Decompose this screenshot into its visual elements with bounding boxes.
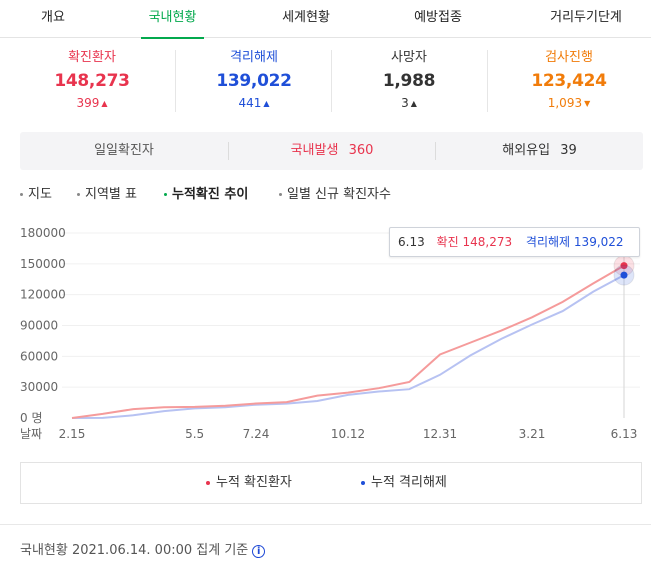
- marker-point-confirmed: [620, 262, 628, 270]
- stat-confirmed-delta: 399: [17, 94, 167, 112]
- subtab-cumulative-label: 누적확진 추이: [172, 187, 249, 202]
- x-tick-label: 6.13: [611, 427, 638, 441]
- subtab-map-label: 지도: [28, 187, 52, 202]
- y-tick-label: 150000: [20, 257, 66, 271]
- stat-confirmed-title: 확진환자: [68, 50, 116, 65]
- subtab-map[interactable]: 지도: [20, 184, 52, 206]
- divider: [331, 50, 332, 112]
- legend-confirmed[interactable]: 누적 확진환자: [206, 463, 292, 503]
- legend-released-label: 누적 격리해제: [371, 475, 447, 490]
- tooltip-released-label: 격리해제: [525, 235, 571, 249]
- stat-testing-delta: 1,093: [494, 94, 644, 112]
- series-line-confirmed: [71, 264, 625, 419]
- divider: [175, 50, 176, 112]
- bullet-icon: [279, 193, 282, 196]
- y-tick-label: 0 명: [20, 411, 43, 425]
- chart-tooltip: 6.13 확진 148,273 격리해제 139,022: [389, 227, 640, 257]
- hover-markers: [613, 255, 635, 286]
- subtab-daily-new[interactable]: 일별 신규 확진자수: [279, 184, 391, 206]
- x-axis-label: 날짜: [20, 427, 42, 441]
- daily-domestic-value: 360: [348, 143, 374, 158]
- x-tick-label: 10.12: [331, 427, 365, 441]
- tab-vaccination[interactable]: 예방접종: [414, 10, 462, 25]
- daily-label: 일일확진자: [94, 143, 154, 158]
- daily-overseas-label: 해외유입: [502, 143, 551, 158]
- stat-released-value: 139,022: [216, 71, 292, 91]
- stat-testing-title: 검사진행: [545, 50, 593, 65]
- y-tick-label: 120000: [20, 288, 66, 302]
- x-tick-label: 12.31: [423, 427, 457, 441]
- y-axis: 180000 150000 120000 90000 60000 30000 0 명: [20, 226, 66, 425]
- bullet-icon: [77, 193, 80, 196]
- chart-legend: 누적 확진환자 누적 격리해제: [20, 462, 642, 504]
- footer-text: 국내현황 2021.06.14. 00:00 집계 기준: [20, 543, 249, 558]
- divider: [228, 142, 229, 160]
- subtab-region-table[interactable]: 지역별 표: [77, 184, 137, 206]
- x-axis: 날짜 2.15 5.5 7.24 10.12 12.31 3.21 6.13: [20, 427, 637, 441]
- subtab-cumulative[interactable]: 누적확진 추이: [164, 184, 248, 206]
- stat-deaths-delta: 3: [334, 94, 484, 112]
- footer: 국내현황 2021.06.14. 00:00 집계 기준 i: [20, 540, 266, 562]
- y-tick-label: 60000: [20, 349, 58, 363]
- x-tick-label: 2.15: [59, 427, 86, 441]
- y-tick-label: 180000: [20, 226, 66, 240]
- legend-released[interactable]: 누적 격리해제: [361, 463, 447, 503]
- main-tab-bar: 개요 국내현황 세계현황 예방접종 거리두기단계: [0, 0, 651, 39]
- x-tick-label: 7.24: [243, 427, 270, 441]
- y-tick-label: 30000: [20, 380, 58, 394]
- bullet-icon: [20, 193, 23, 196]
- tooltip-date: 6.13: [398, 235, 425, 249]
- series-line-released: [71, 274, 625, 419]
- cumulative-chart[interactable]: 180000 150000 120000 90000 60000 30000 0 명 날짜 2…: [0, 215, 651, 450]
- stat-testing: 검사진행 123,424 1,093: [494, 48, 644, 112]
- stat-released-title: 격리해제: [230, 50, 278, 65]
- tooltip-released-value: 139,022: [573, 235, 624, 249]
- info-icon[interactable]: i: [252, 545, 266, 558]
- stat-testing-value: 123,424: [531, 71, 607, 91]
- daily-confirmed-box: 일일확진자 국내발생 360 해외유입 39: [20, 132, 643, 170]
- stat-confirmed-value: 148,273: [54, 71, 130, 91]
- stats-summary: 확진환자 148,273 399 격리해제 139,022 441 사망자 1,…: [0, 40, 651, 124]
- x-tick-label: 5.5: [185, 427, 204, 441]
- daily-overseas: 해외유입 39: [436, 132, 643, 170]
- stat-confirmed: 확진환자 148,273 399: [17, 48, 167, 112]
- tab-domestic[interactable]: 국내현황: [141, 0, 204, 39]
- divider: [435, 142, 436, 160]
- tab-overview[interactable]: 개요: [41, 10, 65, 25]
- legend-confirmed-label: 누적 확진환자: [216, 475, 292, 490]
- stat-released-delta: 441: [179, 94, 329, 112]
- daily-domestic: 국내발생 360: [229, 132, 435, 170]
- divider: [487, 50, 488, 112]
- stat-deaths-title: 사망자: [391, 50, 427, 65]
- daily-overseas-value: 39: [560, 143, 577, 158]
- stat-released: 격리해제 139,022 441: [179, 48, 329, 112]
- tab-global[interactable]: 세계현황: [282, 10, 330, 25]
- subtab-region-table-label: 지역별 표: [85, 187, 137, 202]
- footer-divider: [0, 524, 651, 525]
- bullet-icon: [164, 193, 167, 196]
- legend-dot-icon: [206, 480, 210, 485]
- chart-grid: [62, 232, 640, 388]
- tooltip-confirmed-label: 확진: [436, 235, 459, 249]
- stat-deaths-value: 1,988: [382, 71, 436, 91]
- stat-deaths: 사망자 1,988 3: [334, 48, 484, 112]
- legend-dot-icon: [361, 480, 365, 485]
- tooltip-confirmed-value: 148,273: [462, 235, 513, 249]
- tab-distancing[interactable]: 거리두기단계: [550, 10, 622, 25]
- subtab-daily-new-label: 일별 신규 확진자수: [287, 187, 391, 202]
- y-tick-label: 90000: [20, 319, 58, 333]
- x-tick-label: 3.21: [519, 427, 546, 441]
- daily-domestic-label: 국내발생: [290, 143, 339, 158]
- marker-point-released: [620, 271, 628, 279]
